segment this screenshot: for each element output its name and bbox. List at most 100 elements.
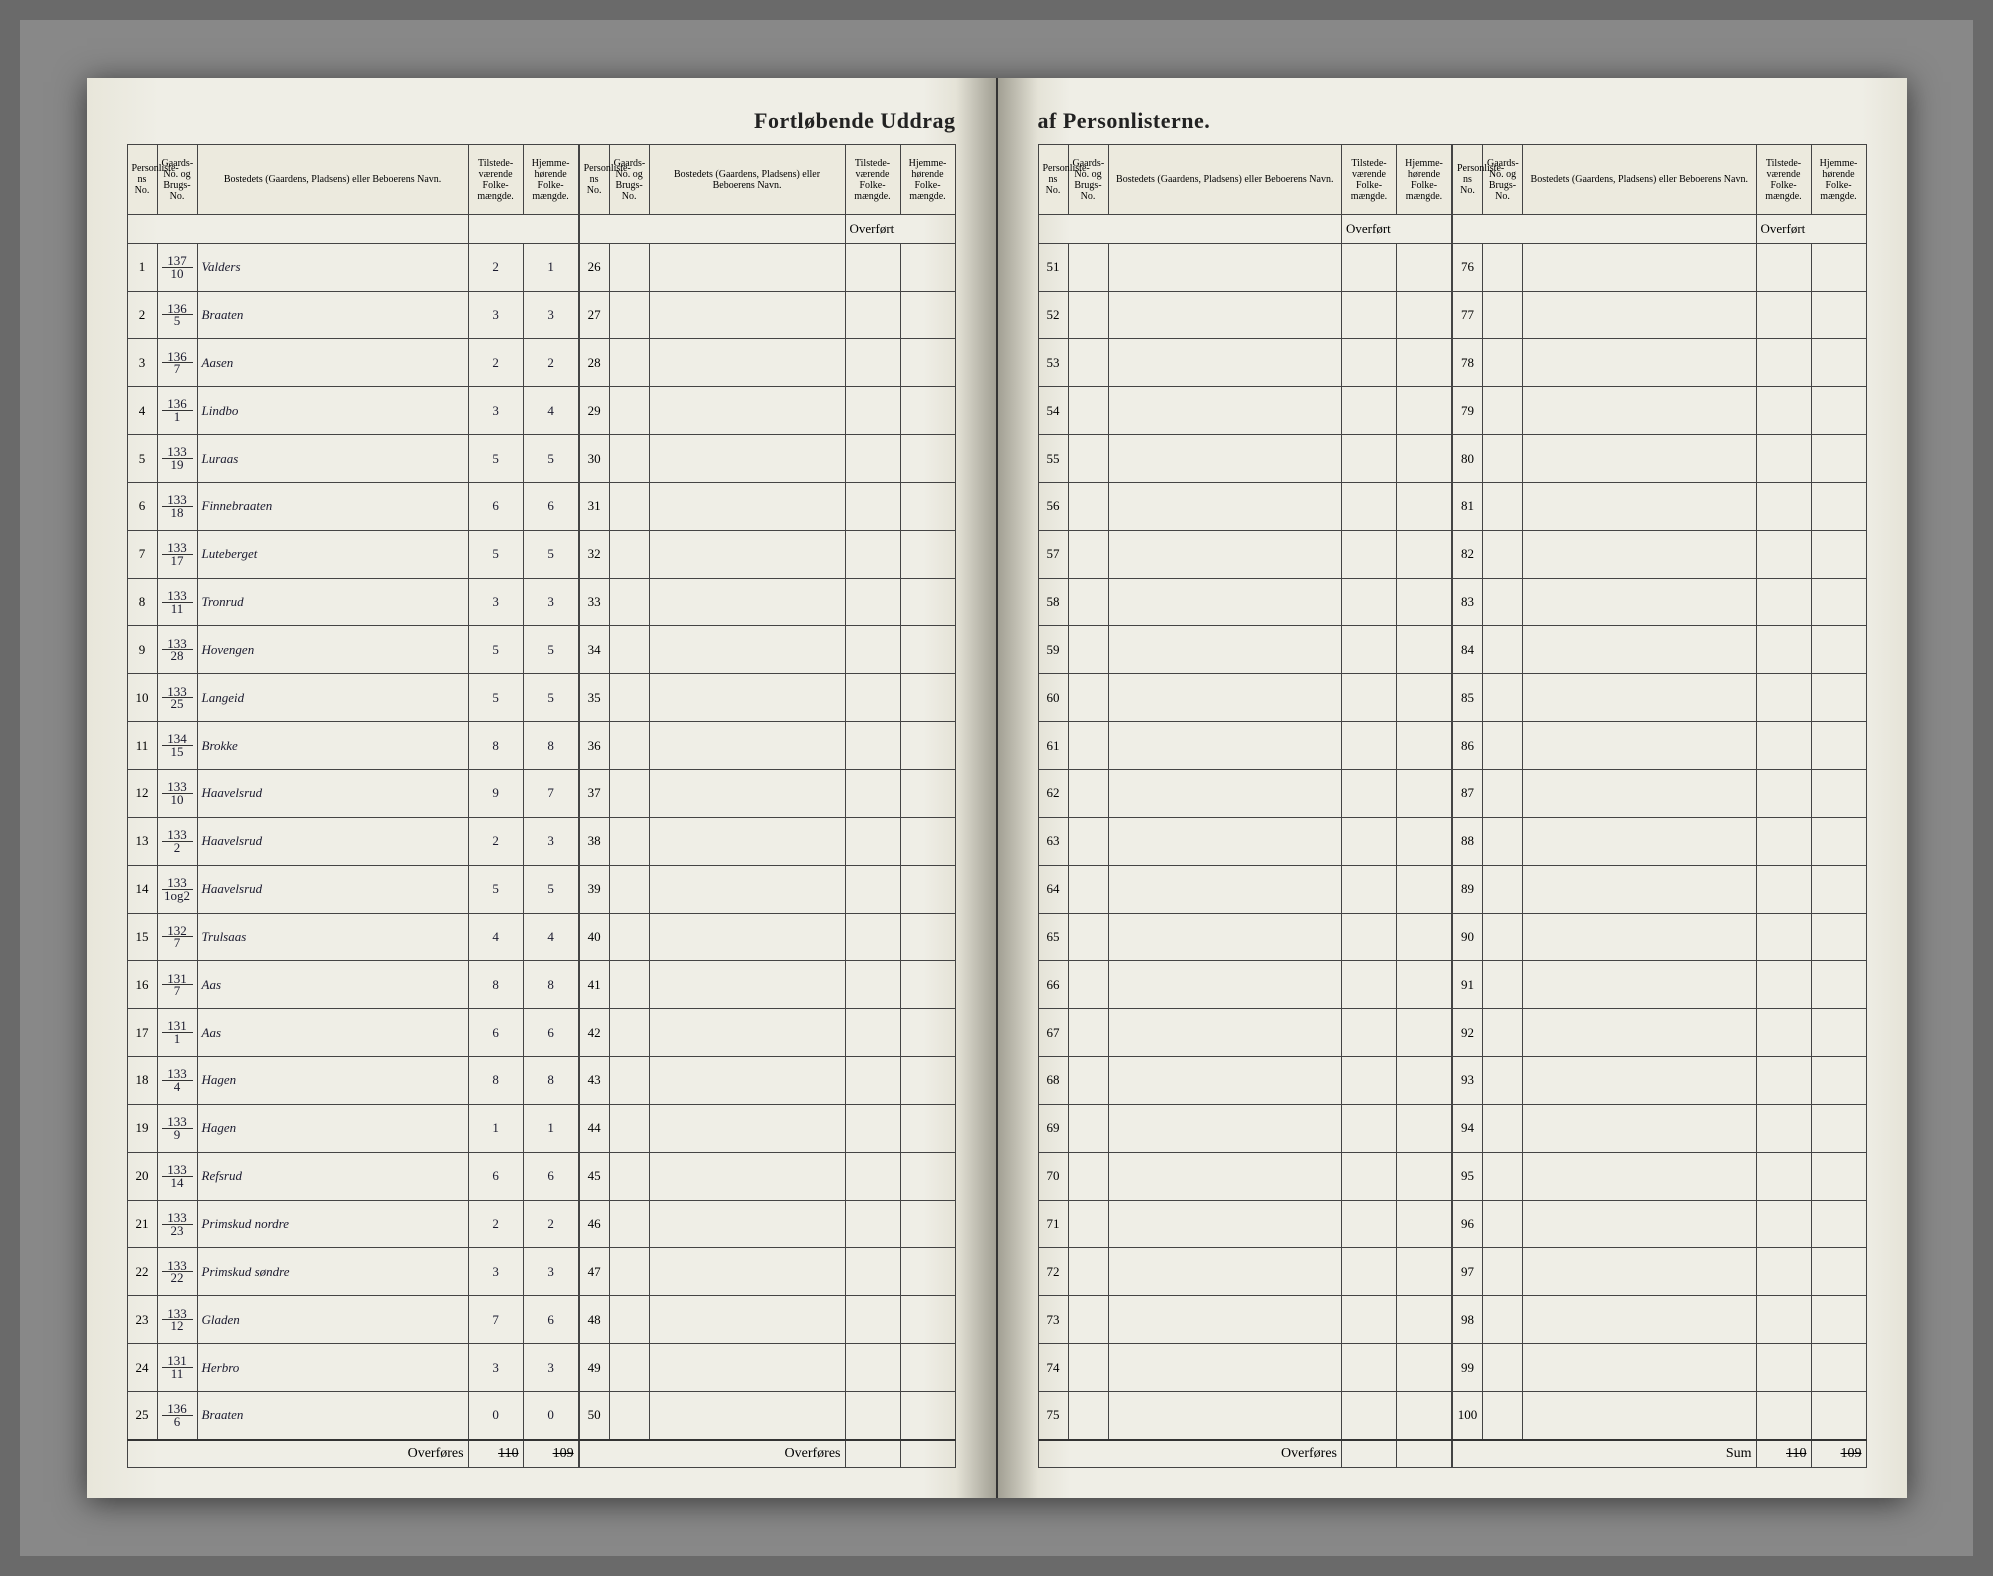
row-number: 10 (127, 674, 157, 722)
row-number: 54 (1038, 387, 1068, 435)
row-number: 82 (1453, 530, 1483, 578)
row-number: 76 (1453, 243, 1483, 291)
bosted-name: Aas (197, 961, 468, 1009)
col-header-tilstede: Tilstede-værende Folke-mængde. (1756, 145, 1811, 215)
bosted-name: Valders (197, 243, 468, 291)
row-number: 85 (1453, 674, 1483, 722)
hjemme-count: 3 (523, 291, 578, 339)
row-number: 87 (1453, 769, 1483, 817)
table-row: 74 (1038, 1344, 1452, 1392)
col-header-hjemme: Hjemme-hørende Folke-mængde. (1397, 145, 1452, 215)
table-row: 67 (1038, 1009, 1452, 1057)
table-row: 32 (579, 530, 955, 578)
row-number: 44 (579, 1104, 609, 1152)
table-row: 64 (1038, 865, 1452, 913)
row-number: 74 (1038, 1344, 1068, 1392)
col-header-personliste: Personliste-ns No. (1453, 145, 1483, 215)
bosted-name: Primskud nordre (197, 1200, 468, 1248)
col-header-gaards: Gaards-No. og Brugs-No. (1483, 145, 1523, 215)
table-row: 53 (1038, 339, 1452, 387)
table-row: 65 (1038, 913, 1452, 961)
table-row: 66 (1038, 961, 1452, 1009)
row-number: 100 (1453, 1391, 1483, 1439)
hjemme-count: 5 (523, 626, 578, 674)
tilstede-count: 1 (468, 1104, 523, 1152)
table-row: 181334Hagen88 (127, 1057, 578, 1105)
row-number: 78 (1453, 339, 1483, 387)
table-row: 713317Luteberget55 (127, 530, 578, 578)
gaards-no: 13319 (157, 435, 197, 483)
row-number: 23 (127, 1296, 157, 1344)
row-number: 8 (127, 578, 157, 626)
row-number: 26 (579, 243, 609, 291)
hjemme-count: 4 (523, 913, 578, 961)
table-row: 79 (1453, 387, 1867, 435)
table-row: 44 (579, 1104, 955, 1152)
col-header-gaards: Gaards-No. og Brugs-No. (1068, 145, 1108, 215)
row-number: 48 (579, 1296, 609, 1344)
row-number: 61 (1038, 722, 1068, 770)
bosted-name: Aasen (197, 339, 468, 387)
table-row: 43 (579, 1057, 955, 1105)
overfort-label: Overført (845, 215, 955, 244)
table-row: 46 (579, 1200, 955, 1248)
col-header-tilstede: Tilstede-værende Folke-mængde. (845, 145, 900, 215)
tilstede-count: 8 (468, 961, 523, 1009)
sum-tilstede: 110 (1756, 1440, 1811, 1468)
table-row: 48 (579, 1296, 955, 1344)
row-number: 52 (1038, 291, 1068, 339)
row-number: 43 (579, 1057, 609, 1105)
hjemme-count: 4 (523, 387, 578, 435)
table-row: 60 (1038, 674, 1452, 722)
table-row: 75 (1038, 1391, 1452, 1439)
row-number: 22 (127, 1248, 157, 1296)
bosted-name: Trulsaas (197, 913, 468, 961)
col-header-bosted: Bostedets (Gaardens, Pladsens) eller Beb… (1108, 145, 1342, 215)
bosted-name: Haavelsrud (197, 769, 468, 817)
ledger-table-block1: Personliste-ns No. Gaards-No. og Brugs-N… (127, 144, 579, 1468)
tilstede-count: 2 (468, 339, 523, 387)
bosted-name: Aas (197, 1009, 468, 1057)
gaards-no: 1311 (157, 1009, 197, 1057)
hjemme-count: 8 (523, 961, 578, 1009)
row-number: 77 (1453, 291, 1483, 339)
table-row: 63 (1038, 817, 1452, 865)
table-row: 131332Haavelsrud23 (127, 817, 578, 865)
row-number: 37 (579, 769, 609, 817)
table-row: 90 (1453, 913, 1867, 961)
row-number: 73 (1038, 1296, 1068, 1344)
row-number: 21 (127, 1200, 157, 1248)
overfores-label: Overføres (1038, 1440, 1342, 1468)
table-row: 95 (1453, 1152, 1867, 1200)
bosted-name: Braaten (197, 1391, 468, 1439)
row-number: 25 (127, 1391, 157, 1439)
table-row: 40 (579, 913, 955, 961)
tilstede-count: 5 (468, 626, 523, 674)
tilstede-count: 0 (468, 1391, 523, 1439)
table-row: 38 (579, 817, 955, 865)
gaards-no: 1365 (157, 291, 197, 339)
hjemme-count: 2 (523, 1200, 578, 1248)
row-number: 94 (1453, 1104, 1483, 1152)
ledger-table-block3: Personliste-ns No. Gaards-No. og Brugs-N… (1038, 144, 1453, 1468)
row-number: 67 (1038, 1009, 1068, 1057)
table-row: 58 (1038, 578, 1452, 626)
col-header-bosted: Bostedets (Gaardens, Pladsens) eller Beb… (197, 145, 468, 215)
table-row: 21365Braaten33 (127, 291, 578, 339)
table-row: 151327Trulsaas44 (127, 913, 578, 961)
table-row: 56 (1038, 482, 1452, 530)
table-row: 26 (579, 243, 955, 291)
table-row: 77 (1453, 291, 1867, 339)
table-row: 513319Luraas55 (127, 435, 578, 483)
table-row: 42 (579, 1009, 955, 1057)
row-number: 28 (579, 339, 609, 387)
table-row: 96 (1453, 1200, 1867, 1248)
row-number: 1 (127, 243, 157, 291)
row-number: 50 (579, 1391, 609, 1439)
hjemme-count: 6 (523, 482, 578, 530)
hjemme-count: 1 (523, 243, 578, 291)
bosted-name: Haavelsrud (197, 817, 468, 865)
row-number: 89 (1453, 865, 1483, 913)
bosted-name: Tronrud (197, 578, 468, 626)
col-header-bosted: Bostedets (Gaardens, Pladsens) eller Beb… (649, 145, 845, 215)
